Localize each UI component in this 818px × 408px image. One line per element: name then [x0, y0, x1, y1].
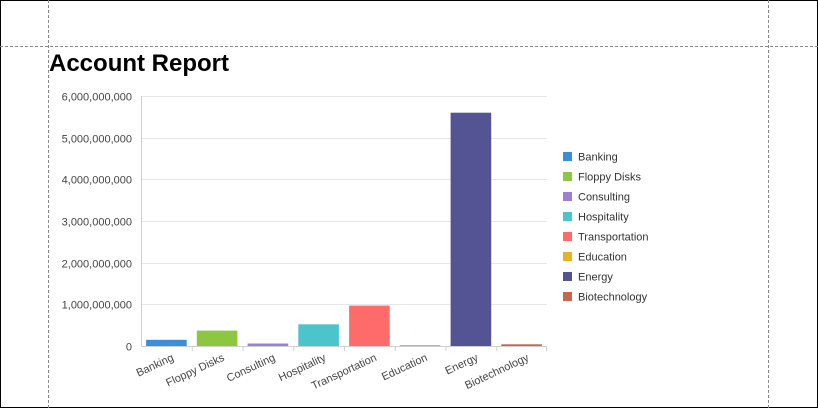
y-tick-label: 4,000,000,000	[62, 175, 132, 187]
legend: Banking Floppy Disks Consulting Hospitality…	[563, 152, 649, 304]
bar-energy[interactable]	[450, 112, 492, 346]
bar-hospitality[interactable]	[298, 324, 339, 346]
y-axis: 0 1,000,000,000 2,000,000,000 3,000,000,000…	[62, 92, 142, 354]
legend-label[interactable]: Energy	[578, 272, 613, 284]
report-title: Account Report	[49, 50, 229, 77]
legend-label[interactable]: Transportation	[578, 232, 649, 244]
legend-swatch	[563, 292, 572, 301]
legend-label[interactable]: Hospitality	[578, 212, 629, 224]
legend-swatch	[563, 232, 572, 241]
y-tick-label: 0	[126, 342, 132, 354]
y-tick-label: 2,000,000,000	[62, 259, 132, 271]
legend-swatch	[563, 172, 572, 181]
y-tick-label: 6,000,000,000	[62, 92, 132, 104]
legend-swatch	[563, 192, 572, 201]
bars	[146, 112, 542, 347]
legend-label[interactable]: Biotechnology	[578, 292, 648, 304]
legend-swatch	[563, 252, 572, 261]
bar-floppy-disks[interactable]	[196, 330, 238, 346]
y-tick-label: 1,000,000,000	[62, 300, 132, 312]
bar-consulting[interactable]	[247, 343, 289, 347]
left-margin-guide	[48, 0, 49, 408]
legend-label[interactable]: Consulting	[578, 192, 630, 204]
bar-transportation[interactable]	[349, 305, 390, 346]
legend-swatch	[563, 272, 572, 281]
legend-swatch	[563, 212, 572, 221]
bar-biotechnology[interactable]	[501, 344, 542, 346]
y-tick-label: 5,000,000,000	[62, 134, 132, 146]
legend-label[interactable]: Banking	[578, 152, 618, 164]
y-tick-label: 3,000,000,000	[62, 217, 132, 229]
x-tick-label: Energy	[443, 352, 480, 378]
x-tick-label: Education	[380, 352, 429, 384]
legend-label[interactable]: Education	[578, 252, 627, 264]
bar-education[interactable]	[399, 345, 441, 346]
x-tick-label: Consulting	[225, 352, 277, 385]
right-margin-guide	[768, 0, 769, 408]
legend-swatch	[563, 152, 572, 161]
legend-label[interactable]: Floppy Disks	[578, 172, 641, 184]
bar-banking[interactable]	[146, 339, 187, 347]
x-tick-label: Floppy Disks	[164, 352, 227, 390]
top-margin-guide	[0, 46, 818, 47]
